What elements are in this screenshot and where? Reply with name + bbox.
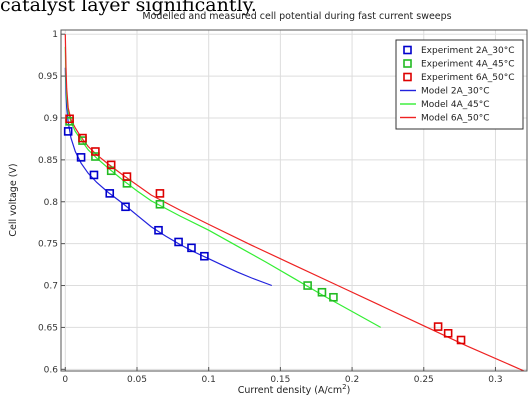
data-point-Experiment 2A_30°C [121, 202, 130, 212]
data-point-Experiment 4A_45°C [317, 287, 327, 297]
x-tick-label: 0.1 [202, 375, 216, 385]
data-point-Experiment 2A_30°C [76, 153, 86, 162]
x-tick-label: 0.05 [127, 375, 147, 385]
data-point-Experiment 4A_45°C [155, 199, 165, 209]
legend-entry-label: Model 2A_30°C [421, 87, 490, 97]
legend-entry-label: Experiment 4A_45°C [421, 60, 514, 70]
data-point-Experiment 6A_50°C [443, 328, 453, 338]
legend: Experiment 2A_30°C Experiment 4A_45°C Expe… [395, 39, 524, 130]
y-tick-label: 1 [52, 30, 58, 40]
data-point-Experiment 4A_45°C [91, 152, 100, 161]
legend-entry-label: Model 6A_50°C [421, 114, 490, 124]
legend-box [395, 39, 524, 130]
y-tick-label: 0.7 [44, 282, 58, 292]
legend-entry-label: Experiment 2A_30°C [421, 46, 514, 56]
data-point-Experiment 2A_30°C [89, 170, 99, 180]
data-point-Experiment 6A_50°C [78, 133, 87, 143]
legend-marker [403, 72, 412, 82]
x-axis-label-sup: 2 [342, 383, 346, 391]
legend-marker [403, 59, 412, 68]
x-tick-label: 0 [62, 375, 68, 385]
data-point-Experiment 6A_50°C [65, 114, 74, 124]
y-tick-label: 0.85 [38, 156, 58, 166]
page-text-fragment: catalyst layer significantly. [0, 0, 257, 16]
legend-marker [403, 45, 412, 55]
x-tick-label: 0.3 [488, 375, 502, 385]
data-point-Experiment 4A_45°C [106, 166, 116, 176]
data-point-Experiment 2A_30°C [154, 225, 163, 235]
y-tick-label: 0.9 [44, 114, 59, 124]
data-point-Experiment 2A_30°C [187, 243, 196, 253]
y-tick-label: 0.65 [38, 323, 58, 333]
x-axis-label-main: Current density (A/cm [238, 385, 342, 396]
data-point-Experiment 4A_45°C [329, 292, 338, 302]
data-point-Experiment 6A_50°C [155, 189, 165, 198]
data-point-Experiment 6A_50°C [106, 160, 116, 170]
data-point-Experiment 4A_45°C [303, 281, 312, 290]
data-point-Experiment 6A_50°C [122, 172, 132, 181]
plot-frame [60, 29, 528, 372]
y-tick-label: 0.6 [44, 365, 59, 375]
data-point-Experiment 2A_30°C [200, 251, 209, 261]
chart-title: Modelled and measured cell potential dur… [142, 11, 451, 22]
data-point-Experiment 6A_50°C [456, 335, 466, 345]
x-tick-label: 0.25 [414, 375, 434, 385]
data-point-Experiment 2A_30°C [63, 127, 73, 136]
y-axis-label: Cell voltage (V) [8, 163, 19, 236]
y-tick-label: 0.95 [38, 72, 58, 82]
data-point-Experiment 2A_30°C [105, 189, 115, 198]
series-layer [63, 34, 525, 371]
ticks: 0 0.05 0.1 0.15 0.2 0.25 0.3 0.6 0.65 0.7 0.75 0.8 0… [38, 30, 503, 385]
y-tick-label: 0.8 [44, 198, 59, 208]
x-tick-label: 0.2 [345, 375, 359, 385]
data-point-Experiment 6A_50°C [433, 322, 443, 331]
y-tick-label: 0.75 [38, 240, 58, 250]
legend-entry-label: Experiment 6A_50°C [421, 73, 514, 83]
x-tick-label: 0.15 [270, 375, 290, 385]
x-axis-label-end: ) [347, 385, 351, 396]
data-point-Experiment 6A_50°C [91, 147, 100, 156]
x-axis-label: Current density (A/cm2) [238, 383, 351, 396]
series-line-Model 2A_30°C [64, 67, 273, 287]
legend-entry-label: Model 4A_45°C [421, 100, 490, 110]
data-point-Experiment 2A_30°C [174, 237, 183, 247]
